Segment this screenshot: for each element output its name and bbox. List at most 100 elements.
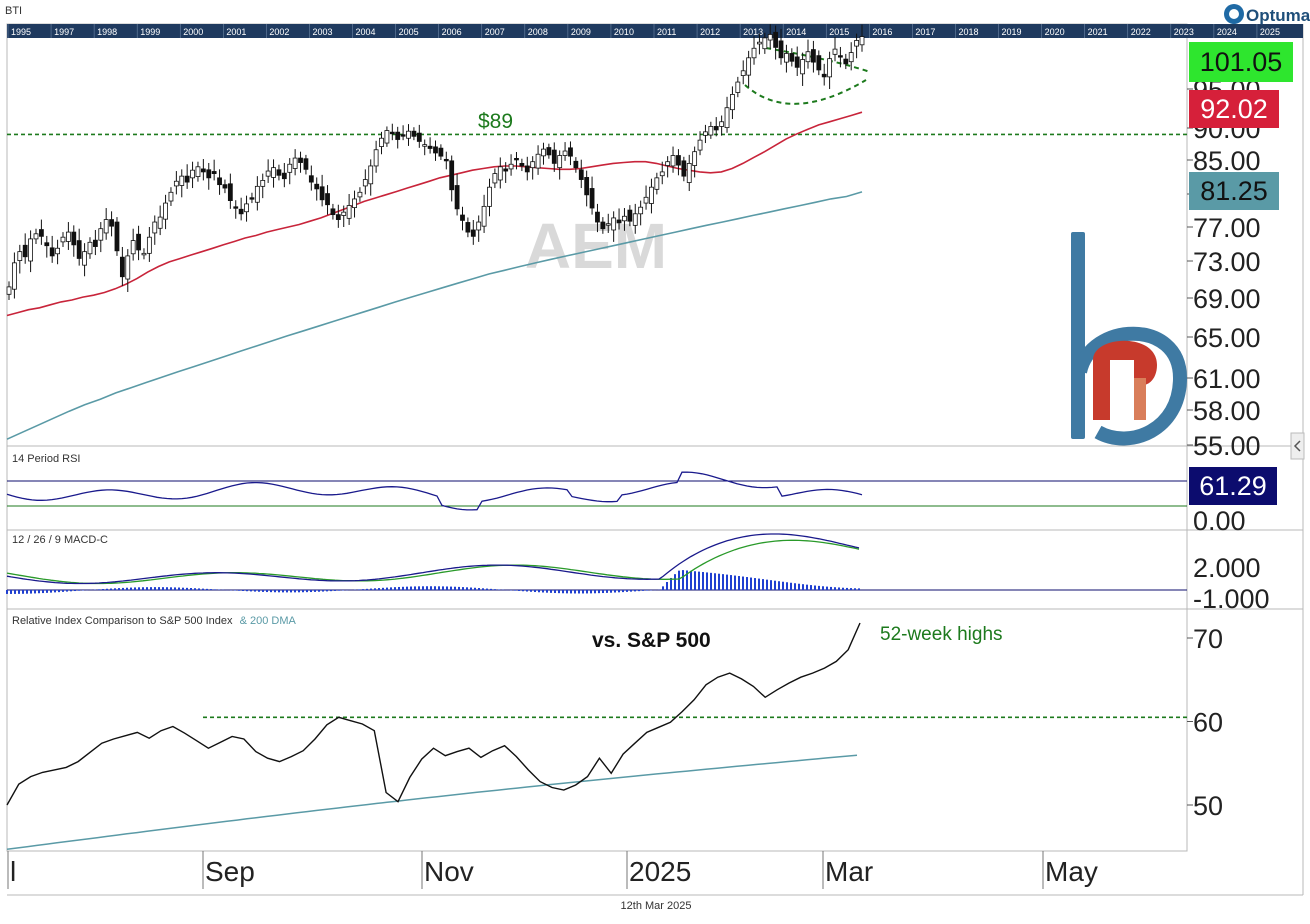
macd-bar: [382, 587, 384, 590]
macd-bar: [790, 582, 792, 590]
candle-body: [227, 183, 233, 202]
date-label: Nov: [424, 856, 474, 887]
macd-bar: [330, 590, 332, 592]
macd-bar: [458, 586, 460, 590]
macd-bar: [114, 588, 116, 590]
macd-bar: [250, 590, 252, 592]
macd-bar: [670, 577, 672, 590]
macd-bar: [370, 588, 372, 590]
macd-bar: [618, 590, 620, 593]
logo-r-red: [1093, 340, 1157, 420]
macd-bar: [298, 590, 300, 593]
candle-body: [854, 40, 860, 47]
rs-200dma-line: [6, 754, 858, 851]
candle-body: [789, 53, 795, 62]
macd-bar: [674, 574, 676, 590]
macd-bar: [170, 587, 172, 590]
candle-body: [530, 161, 536, 169]
macd-bar: [110, 588, 112, 590]
candle-body: [762, 37, 768, 50]
macd-bar: [606, 590, 608, 593]
candle-body: [211, 171, 217, 175]
price-tick-label: 73.00: [1193, 247, 1261, 277]
macd-bar: [142, 587, 144, 590]
macd-bar: [398, 586, 400, 590]
macd-bar: [762, 579, 764, 590]
macd-bar: [470, 587, 472, 590]
candle-body: [578, 169, 584, 180]
last-price-value: 101.05: [1200, 47, 1283, 77]
timeline-year: 2002: [269, 27, 289, 37]
candle-body: [103, 219, 109, 234]
panel-collapse-tab[interactable]: [1290, 432, 1305, 460]
candle-body: [109, 219, 114, 227]
candle-body: [708, 126, 714, 136]
macd-bar: [710, 572, 712, 590]
candle-body: [114, 221, 120, 252]
macd-bar: [498, 589, 500, 590]
macd-bar: [494, 589, 496, 590]
support-label: $89: [478, 110, 513, 133]
candle-body: [670, 155, 676, 167]
candle-body: [276, 169, 282, 176]
last-price-badge: [1189, 42, 1293, 82]
timeline-years: 1995 1997 1998 1999 2000 2001 2002 2003 2004 2005…: [7, 24, 1280, 38]
macd-bar: [386, 587, 388, 590]
candle-body: [751, 47, 757, 59]
macd-bar: [178, 587, 180, 590]
macd-bar: [118, 588, 120, 590]
macd-bar: [210, 589, 212, 590]
logo-bowl: [1073, 326, 1188, 446]
candle-body: [76, 240, 82, 259]
logo-r-tan: [1134, 378, 1146, 420]
macd-bar: [10, 590, 12, 594]
date-label: May: [1045, 856, 1098, 887]
candle-body: [244, 203, 249, 213]
macd-bar: [38, 590, 40, 594]
macd-bar: [614, 590, 616, 593]
macd-bar: [570, 590, 572, 594]
candle-body: [190, 169, 195, 179]
candle-body: [551, 149, 557, 164]
price-tick-label: 69.00: [1193, 284, 1261, 314]
optuma-logo: Optuma: [1224, 4, 1310, 25]
macd-line: [6, 533, 860, 585]
candle-body: [6, 286, 12, 295]
candle-body: [17, 251, 23, 261]
macd-bar: [26, 590, 28, 594]
macd-bar: [358, 589, 360, 590]
macd-bar: [162, 587, 164, 590]
macd-tick-upper: 2.000: [1193, 553, 1261, 583]
macd-bar: [410, 586, 412, 590]
macd-bar: [526, 590, 528, 592]
macd-bar: [278, 590, 280, 593]
price-tick-label: 77.00: [1193, 213, 1261, 243]
candle-body: [767, 34, 773, 41]
candle-body: [816, 55, 822, 71]
macd-title: 12 / 26 / 9 MACD-C: [12, 534, 108, 546]
candle-body: [179, 175, 185, 186]
candle-body: [87, 241, 93, 255]
macd-bar: [418, 586, 420, 590]
macd-bar: [102, 589, 104, 590]
macd-bar: [566, 590, 568, 594]
macd-bar: [646, 590, 648, 591]
macd-bar: [486, 588, 488, 590]
candle-body: [676, 155, 681, 166]
candle-body: [222, 184, 228, 189]
candle-body: [341, 211, 347, 216]
timeline-bar[interactable]: [7, 24, 1303, 38]
macd-bar: [374, 588, 376, 590]
macd-bar: [438, 586, 440, 590]
macd-bar: [442, 586, 444, 590]
macd-bar: [610, 590, 612, 593]
candle-body: [465, 222, 471, 233]
macd-bar: [266, 590, 268, 593]
macd-bar: [182, 587, 184, 590]
macd-bar: [482, 588, 484, 590]
macd-bar: [238, 590, 240, 591]
macd-bar: [754, 578, 756, 590]
candle-body: [713, 126, 719, 131]
macd-bar: [46, 590, 48, 593]
